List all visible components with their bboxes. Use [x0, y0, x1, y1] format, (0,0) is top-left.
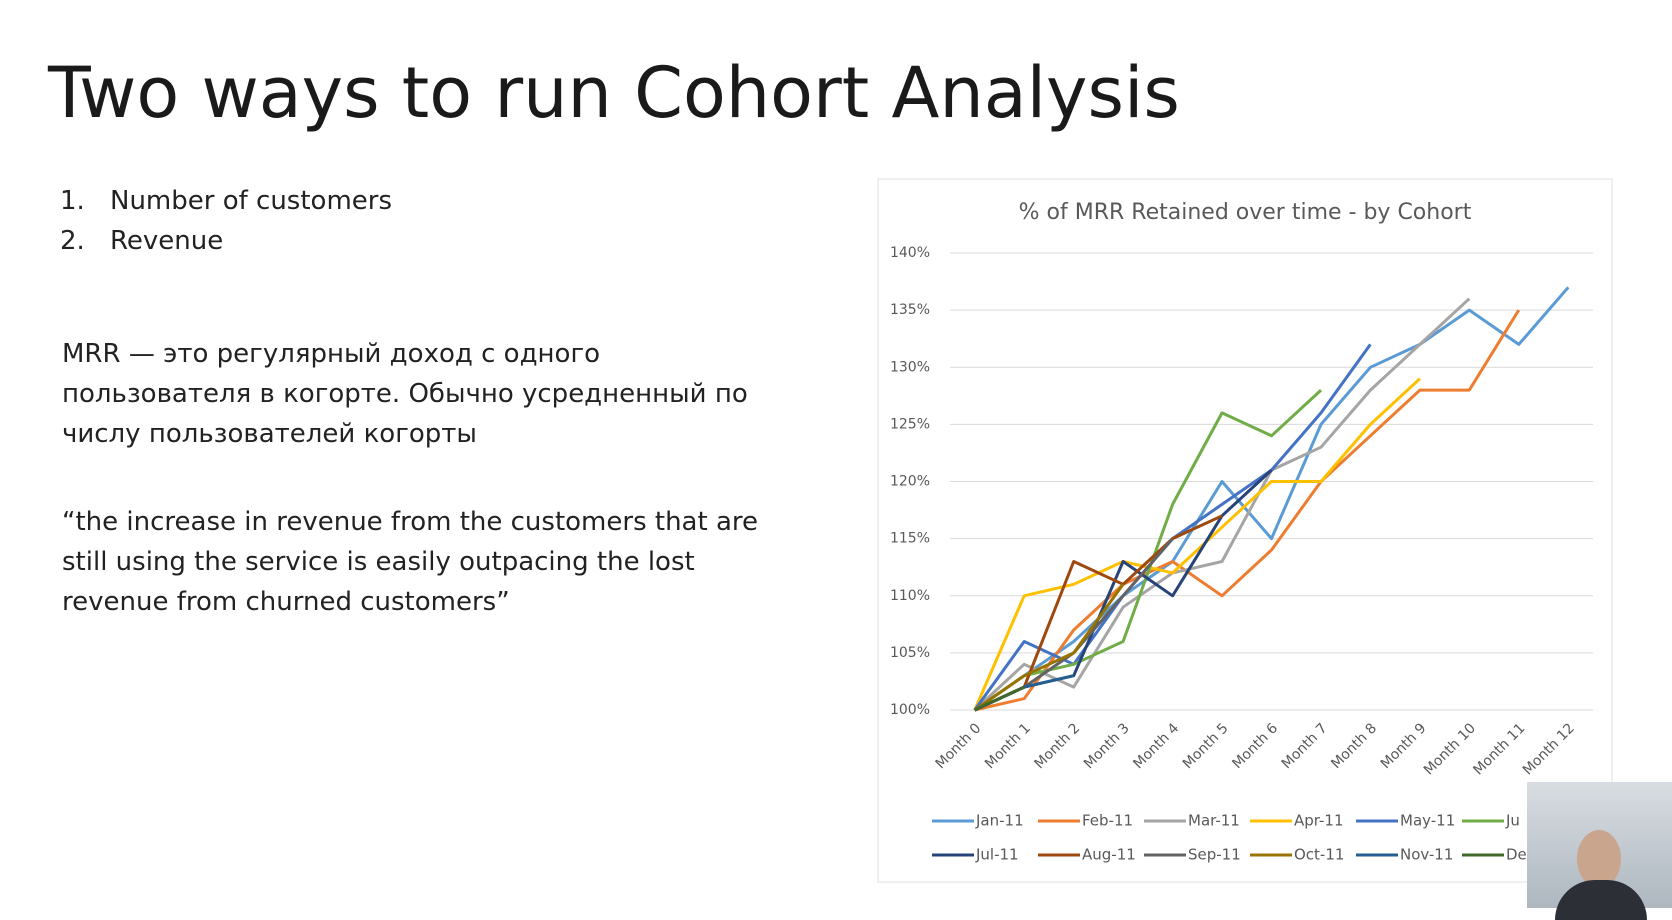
legend-label: May-11 [1400, 812, 1455, 830]
legend-label: Mar-11 [1188, 812, 1240, 830]
paragraph: MRR — это регулярный доход с одного польз… [62, 334, 748, 454]
legend-label: De [1506, 846, 1527, 864]
legend-label: Apr-11 [1294, 812, 1344, 830]
series-line [974, 685, 1025, 712]
y-tick-label: 120% [890, 474, 930, 490]
paragraph-line: “the increase in revenue from the custom… [62, 507, 758, 537]
chart-title: % of MRR Retained over time - by Cohort [1019, 200, 1472, 225]
paragraph-line: MRR — это регулярный доход с одного [62, 339, 601, 369]
slide-title: Two ways to run Cohort Analysis [48, 52, 1180, 134]
webcam-overlay [1527, 782, 1672, 920]
y-tick-label: 140% [890, 245, 930, 261]
list-number: 1. [60, 186, 85, 216]
series-line [973, 583, 1125, 712]
legend-label: Aug-11 [1082, 846, 1136, 864]
legend-label: Sep-11 [1188, 846, 1241, 864]
paragraph-line: still using the service is easily outpac… [62, 547, 695, 577]
y-tick-label: 100% [890, 702, 930, 718]
list-text: Revenue [110, 226, 224, 256]
legend-label: Oct-11 [1294, 846, 1344, 864]
series-line [973, 286, 1570, 712]
paragraph-line: revenue from churned customers” [62, 587, 510, 617]
y-tick-label: 105% [890, 645, 930, 661]
y-tick-label: 115% [890, 531, 930, 547]
webcam-face [1577, 830, 1621, 888]
paragraph-line: пользователя в когорте. Обычно усредненн… [62, 379, 748, 409]
legend-label: Jan-11 [975, 812, 1024, 830]
chart-frame [877, 178, 1613, 883]
list-item: 2. Revenue [60, 226, 223, 256]
legend-label: Nov-11 [1400, 846, 1453, 864]
series-line [973, 388, 1323, 712]
legend-label: Jul-11 [975, 846, 1019, 864]
legend-label: Ju [1505, 812, 1520, 830]
legend-label: Feb-11 [1082, 812, 1133, 830]
series-line [973, 377, 1421, 711]
paragraph: “the increase in revenue from the custom… [62, 502, 758, 622]
list-item: 1. Number of customers [60, 186, 392, 216]
y-tick-label: 135% [890, 302, 930, 318]
series-line [974, 309, 1521, 712]
paragraph-line: числу пользователей когорты [62, 419, 477, 449]
list-text: Number of customers [110, 186, 393, 216]
y-tick-label: 125% [890, 416, 930, 432]
y-tick-label: 130% [890, 359, 930, 375]
list-number: 2. [60, 226, 85, 256]
y-tick-label: 110% [890, 588, 930, 604]
webcam-body [1555, 880, 1647, 920]
